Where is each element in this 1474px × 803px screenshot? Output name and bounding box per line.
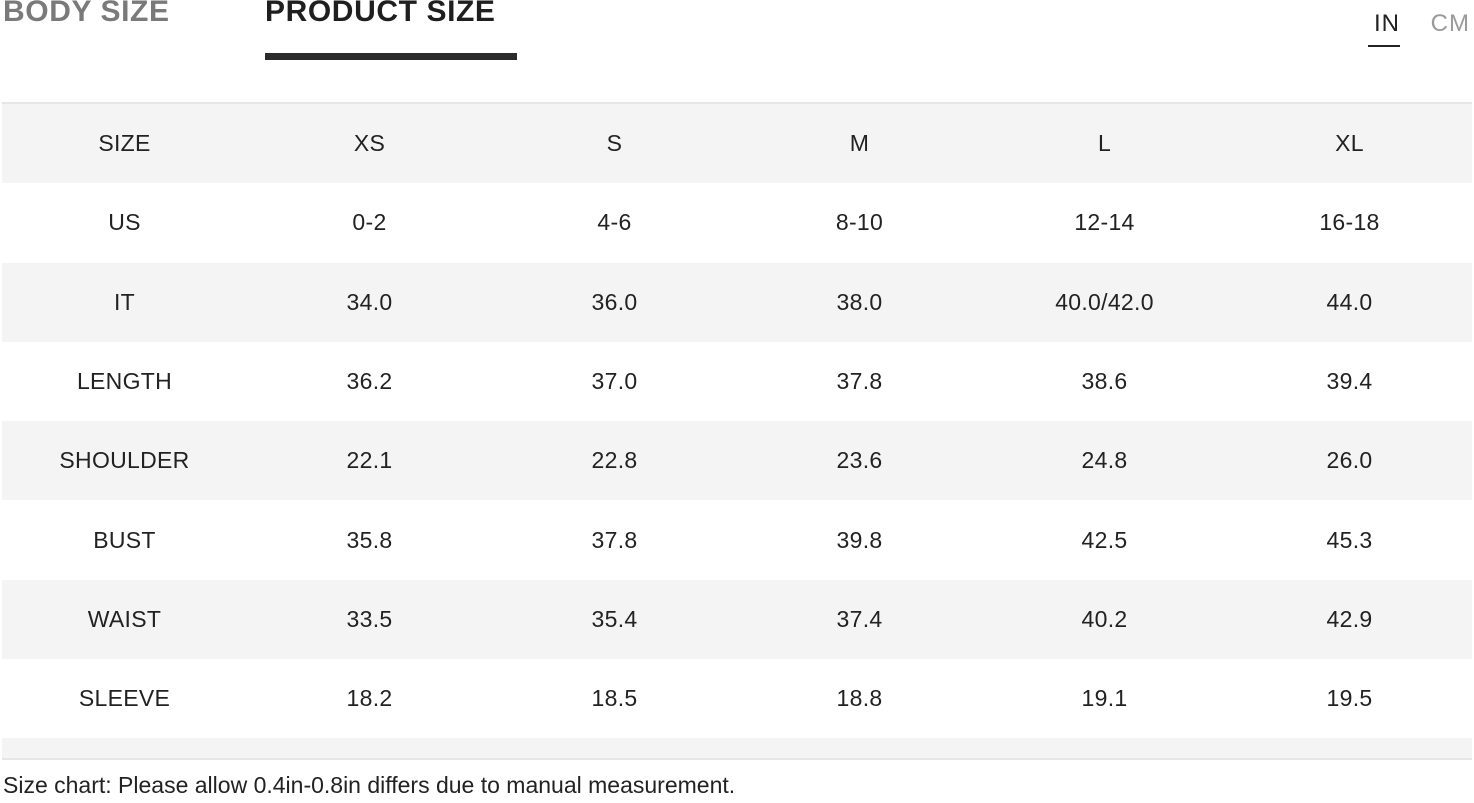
table-cell: 37.0 [591,368,638,395]
header-cell: L [1097,130,1112,157]
table-cell: 38.0 [836,288,883,315]
table-cell: 35.8 [346,526,393,553]
table-cell: 42.5 [1081,526,1128,553]
row-label: BUST [93,526,156,553]
table-cell: 38.6 [1081,368,1128,395]
row-label: LENGTH [76,368,173,395]
table-cell: 12-14 [1074,209,1135,236]
size-table-container: SIZE XS S M L XL US 0-2 4-6 8-10 12-14 1… [2,102,1472,760]
row-label: WAIST [87,605,162,632]
active-tab-indicator [265,53,517,60]
table-cell: 42.9 [1326,605,1373,632]
table-row: WAIST 33.5 35.4 37.4 40.2 42.9 [2,579,1472,660]
table-cell: 18.8 [836,685,883,712]
table-cell: 36.2 [346,368,393,395]
table-cell: 22.8 [591,447,638,474]
tab-product-size[interactable]: PRODUCT SIZE [265,0,496,28]
table-cell: 8-10 [835,209,884,236]
unit-in-button[interactable]: IN [1374,10,1400,37]
unit-cm-button[interactable]: CM [1430,10,1470,37]
table-row: IT 34.0 36.0 38.0 40.0/42.0 44.0 [2,262,1472,342]
size-chart-footnote: Size chart: Please allow 0.4in-0.8in dif… [3,772,736,798]
header-cell: M [849,130,870,157]
table-cell: 36.0 [591,288,638,315]
header-cell: XL [1335,130,1364,157]
active-unit-indicator [1368,45,1400,47]
table-row: SHOULDER 22.1 22.8 23.6 24.8 26.0 [2,421,1472,501]
table-cell: 37.8 [836,368,883,395]
table-row: SLEEVE 18.2 18.5 18.8 19.1 19.5 [2,659,1472,739]
table-row: BUST 35.8 37.8 39.8 42.5 45.3 [2,500,1472,580]
table-bottom-band [2,738,1472,759]
table-cell: 19.5 [1326,685,1373,712]
table-cell: 19.1 [1081,685,1128,712]
table-cell: 37.8 [591,526,638,553]
table-row: US 0-2 4-6 8-10 12-14 16-18 [2,183,1472,263]
table-cell: 16-18 [1319,209,1380,236]
table-cell: 37.4 [836,605,883,632]
row-label: IT [113,288,136,315]
table-cell: 39.4 [1326,368,1373,395]
table-cell: 18.5 [591,685,638,712]
table-row: LENGTH 36.2 37.0 37.8 38.6 39.4 [2,341,1472,422]
table-cell: 22.1 [346,447,393,474]
row-label: SLEEVE [78,685,171,712]
table-header-row: SIZE XS S M L XL [2,104,1472,184]
header-cell: XS [353,130,386,157]
table-cell: 45.3 [1326,526,1373,553]
table-cell: 40.0/42.0 [1055,288,1154,315]
table-cell: 18.2 [346,685,393,712]
table-cell: 0-2 [352,209,387,236]
table-cell: 33.5 [346,605,393,632]
table-cell: 4-6 [597,209,632,236]
row-label: US [108,209,141,236]
table-cell: 40.2 [1081,605,1128,632]
header-cell: S [606,130,623,157]
tab-body-size[interactable]: BODY SIZE [3,0,170,28]
table-cell: 44.0 [1326,288,1373,315]
row-label: SHOULDER [59,447,190,474]
table-cell: 39.8 [836,526,883,553]
table-cell: 35.4 [591,605,638,632]
table-cell: 26.0 [1326,447,1373,474]
header-cell: SIZE [98,130,151,157]
table-cell: 23.6 [836,447,883,474]
table-cell: 34.0 [346,288,393,315]
table-cell: 24.8 [1081,447,1128,474]
size-table: SIZE XS S M L XL US 0-2 4-6 8-10 12-14 1… [2,104,1472,739]
